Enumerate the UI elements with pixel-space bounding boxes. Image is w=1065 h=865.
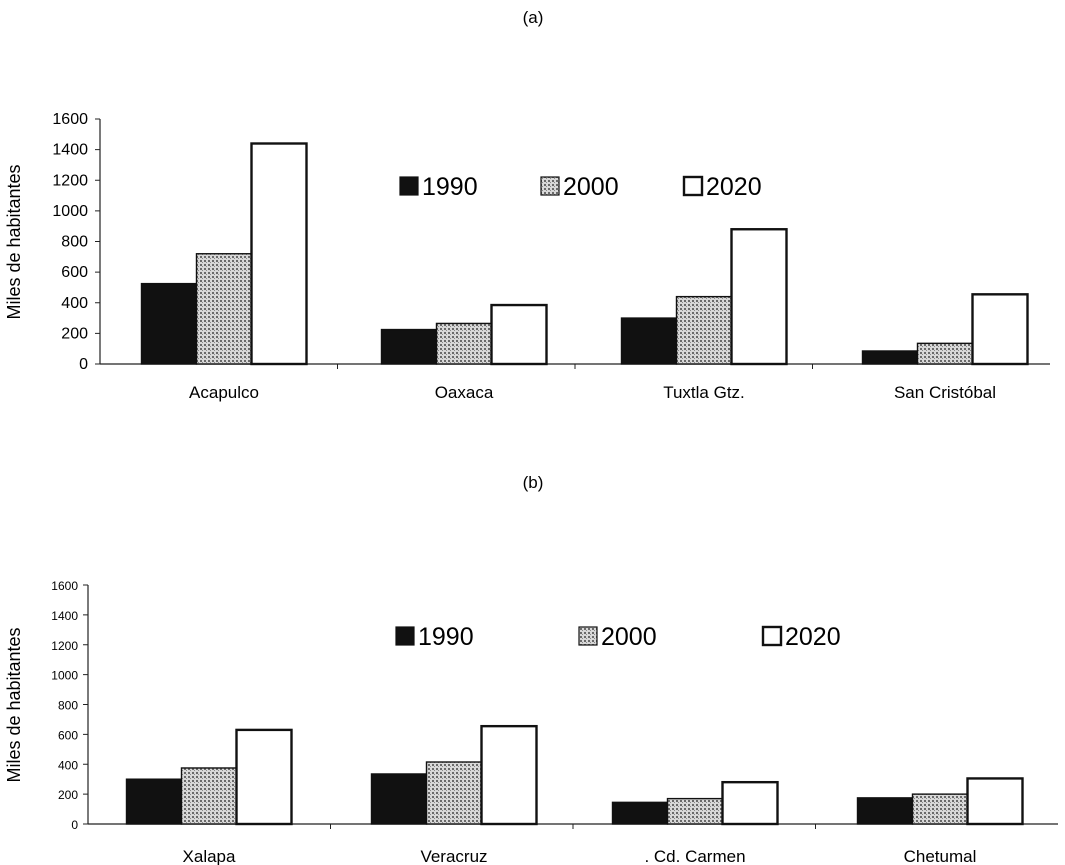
legend-label: 1990 (418, 623, 474, 651)
y-tick-label: 1600 (52, 111, 88, 128)
y-tick-label: 1400 (52, 142, 88, 159)
bar-1990-0 (140, 282, 198, 365)
bar-2000-0 (195, 253, 253, 365)
bar-2020-0 (235, 728, 293, 826)
y-tick-label: 0 (79, 356, 88, 373)
bar-2020-2 (721, 780, 779, 826)
bar-2020-2 (730, 228, 788, 366)
bar-2000-3 (916, 342, 974, 365)
bar-2020-1 (480, 724, 538, 826)
y-axis-label: Miles de habitantes (4, 627, 24, 782)
y-tick-label: 1000 (52, 203, 88, 220)
y-tick-label: 800 (58, 699, 78, 713)
legend-label: 1990 (422, 173, 478, 201)
bar-2000-1 (425, 761, 483, 825)
y-tick-label: 800 (61, 234, 88, 251)
y-tick-label: 200 (61, 325, 88, 342)
panel-label: (b) (523, 473, 544, 492)
y-tick-label: 600 (61, 264, 88, 281)
bar-2000-3 (911, 793, 969, 825)
chart-b: (b) Miles de habitantes 0 200 400 600 800 1000 1… (4, 473, 1058, 865)
bar-2000-2 (666, 797, 724, 825)
panel-label: (a) (523, 8, 544, 27)
bar-1990-2 (611, 801, 669, 825)
category-label: Xalapa (183, 847, 236, 865)
legend-label: 2020 (706, 173, 762, 201)
category-label: Tuxtla Gtz. (663, 383, 745, 402)
legend-label: 2000 (601, 623, 657, 651)
y-tick-label: 1000 (51, 669, 78, 683)
bar-1990-1 (370, 773, 428, 825)
bar-1990-3 (856, 797, 914, 825)
category-label: San Cristóbal (894, 383, 996, 402)
bar-1990-3 (861, 350, 919, 365)
y-tick-label: 400 (61, 295, 88, 312)
legend-label: 2020 (785, 623, 841, 651)
bar-2000-2 (675, 295, 733, 365)
y-tick-label: 600 (58, 728, 78, 742)
bar-2020-1 (490, 303, 548, 366)
category-label: Acapulco (189, 383, 259, 402)
legend-swatch-2020 (761, 625, 783, 647)
y-tick-label: 1400 (51, 609, 78, 623)
bar-2000-1 (435, 322, 493, 365)
y-tick-label: 0 (71, 818, 78, 832)
bar-1990-2 (620, 317, 678, 365)
y-tick-label: 200 (58, 788, 78, 802)
category-label: Veracruz (420, 847, 487, 865)
legend-swatch-1990 (395, 626, 415, 646)
y-tick-label: 400 (58, 758, 78, 772)
y-tick-label: 1200 (51, 639, 78, 653)
bar-2020-3 (971, 293, 1029, 366)
bar-2020-3 (966, 777, 1024, 826)
bar-1990-1 (380, 328, 438, 365)
bar-1990-0 (125, 778, 183, 825)
y-axis-label: Miles de habitantes (4, 164, 24, 319)
legend-label: 2000 (563, 173, 619, 201)
category-label: Chetumal (904, 847, 977, 865)
category-label: Oaxaca (435, 383, 494, 402)
y-tick-label: 1200 (52, 172, 88, 189)
bar-2000-0 (180, 767, 238, 825)
legend-swatch-2000 (540, 176, 560, 196)
legend-swatch-2020 (682, 175, 704, 197)
chart-a: (a) Miles de habitantes 0 200 400 600 800 1000 1… (4, 8, 1050, 402)
bar-2020-0 (250, 142, 308, 366)
category-label: . Cd. Carmen (644, 847, 745, 865)
y-tick-label: 1600 (51, 579, 78, 593)
legend-swatch-2000 (578, 626, 598, 646)
legend-swatch-1990 (399, 176, 419, 196)
